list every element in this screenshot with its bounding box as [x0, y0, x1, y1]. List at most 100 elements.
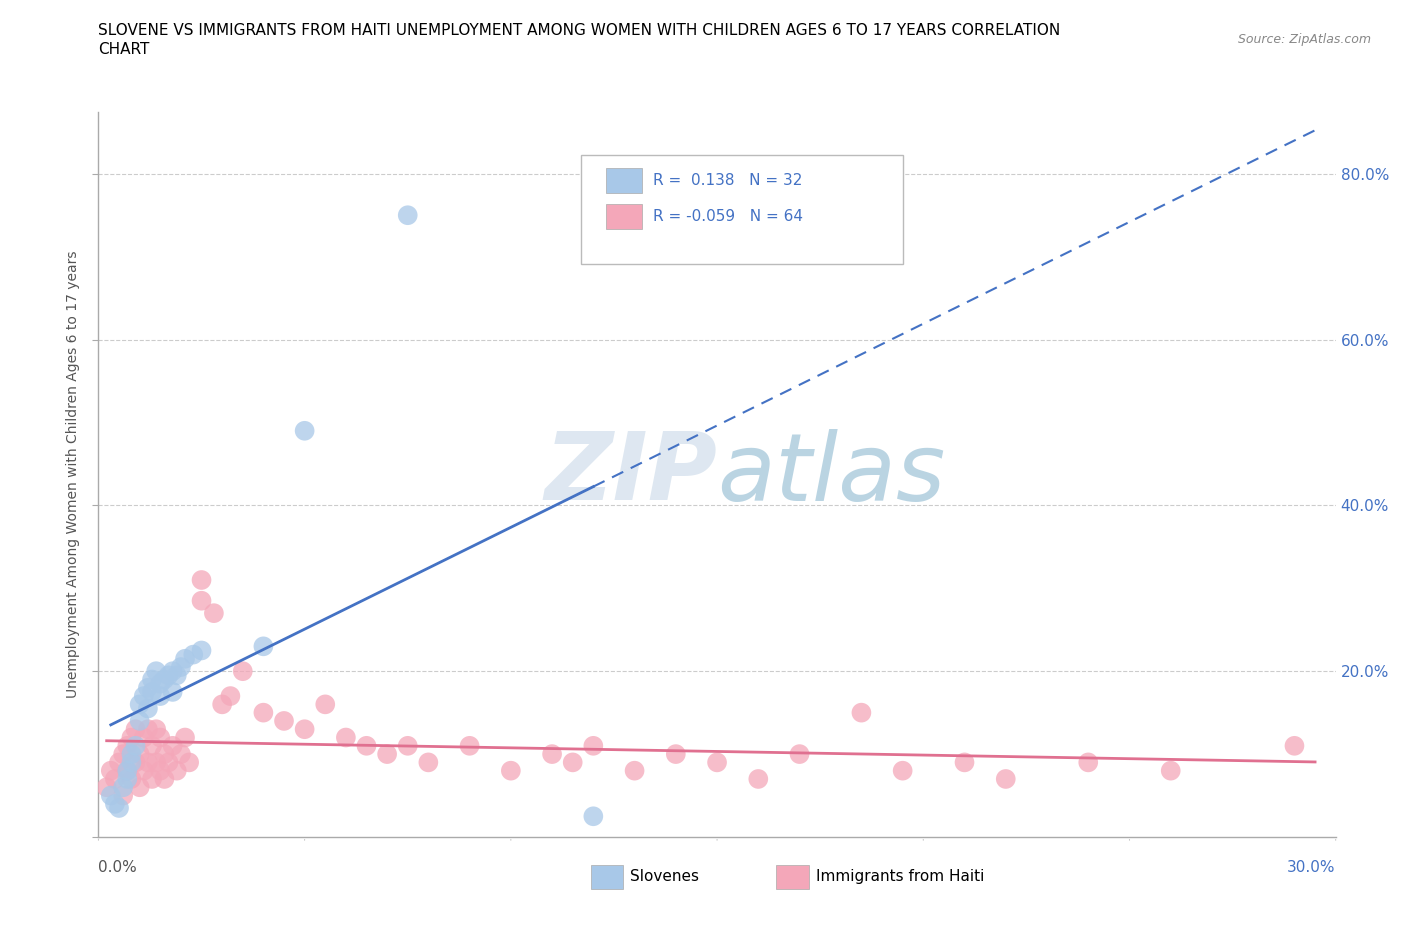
- Point: [149, 676, 172, 691]
- FancyBboxPatch shape: [591, 865, 623, 889]
- Point: [314, 697, 336, 711]
- Point: [1077, 755, 1099, 770]
- Point: [232, 664, 254, 679]
- Point: [174, 730, 197, 745]
- Point: [112, 747, 135, 762]
- Point: [252, 639, 274, 654]
- Point: [179, 755, 201, 770]
- Point: [132, 764, 155, 778]
- Point: [120, 747, 142, 762]
- Point: [851, 705, 873, 720]
- Text: 30.0%: 30.0%: [1288, 860, 1336, 875]
- Point: [136, 681, 159, 696]
- Point: [747, 772, 769, 787]
- Point: [994, 772, 1017, 787]
- Point: [120, 730, 142, 745]
- Point: [100, 764, 122, 778]
- Text: R =  0.138   N = 32: R = 0.138 N = 32: [652, 173, 801, 188]
- Text: 0.0%: 0.0%: [98, 860, 138, 875]
- Text: atlas: atlas: [717, 429, 945, 520]
- Point: [202, 605, 225, 620]
- Point: [541, 747, 564, 762]
- Text: R = -0.059   N = 64: R = -0.059 N = 64: [652, 209, 803, 224]
- Point: [157, 668, 180, 683]
- FancyBboxPatch shape: [606, 205, 641, 229]
- Point: [891, 764, 914, 778]
- Point: [112, 788, 135, 803]
- Point: [499, 764, 522, 778]
- Point: [136, 701, 159, 716]
- Point: [335, 730, 357, 745]
- Point: [561, 755, 583, 770]
- Point: [128, 713, 150, 728]
- Point: [145, 664, 167, 679]
- Text: Slovenes: Slovenes: [630, 870, 699, 884]
- Point: [141, 672, 163, 687]
- Text: ZIP: ZIP: [544, 429, 717, 520]
- Point: [396, 738, 419, 753]
- Point: [141, 738, 163, 753]
- Point: [100, 788, 122, 803]
- Point: [162, 664, 184, 679]
- Text: CHART: CHART: [98, 42, 150, 57]
- Point: [166, 764, 188, 778]
- Point: [128, 780, 150, 795]
- Point: [458, 738, 481, 753]
- Point: [706, 755, 728, 770]
- FancyBboxPatch shape: [776, 865, 808, 889]
- Point: [145, 755, 167, 770]
- FancyBboxPatch shape: [581, 155, 903, 264]
- Point: [219, 688, 242, 703]
- Point: [132, 730, 155, 745]
- Point: [665, 747, 688, 762]
- Point: [117, 764, 139, 778]
- Point: [128, 697, 150, 711]
- Point: [162, 684, 184, 699]
- Point: [174, 651, 197, 666]
- Point: [418, 755, 440, 770]
- Y-axis label: Unemployment Among Women with Children Ages 6 to 17 years: Unemployment Among Women with Children A…: [66, 250, 80, 698]
- Point: [356, 738, 378, 753]
- Point: [375, 747, 398, 762]
- Point: [153, 747, 176, 762]
- Point: [582, 738, 605, 753]
- Point: [145, 722, 167, 737]
- Point: [112, 780, 135, 795]
- Point: [190, 643, 212, 658]
- Point: [136, 722, 159, 737]
- Point: [149, 730, 172, 745]
- Point: [149, 688, 172, 703]
- Point: [1160, 764, 1182, 778]
- Point: [953, 755, 976, 770]
- Point: [273, 713, 295, 728]
- Point: [120, 755, 142, 770]
- Point: [128, 747, 150, 762]
- Point: [789, 747, 811, 762]
- Point: [211, 697, 233, 711]
- Point: [104, 796, 127, 811]
- Point: [104, 772, 127, 787]
- Point: [141, 772, 163, 787]
- Point: [132, 688, 155, 703]
- Point: [623, 764, 645, 778]
- Point: [170, 659, 193, 674]
- Point: [153, 672, 176, 687]
- Point: [252, 705, 274, 720]
- Text: Source: ZipAtlas.com: Source: ZipAtlas.com: [1237, 33, 1371, 46]
- Point: [157, 755, 180, 770]
- Text: SLOVENE VS IMMIGRANTS FROM HAITI UNEMPLOYMENT AMONG WOMEN WITH CHILDREN AGES 6 T: SLOVENE VS IMMIGRANTS FROM HAITI UNEMPLO…: [98, 23, 1060, 38]
- Point: [136, 755, 159, 770]
- Point: [108, 755, 131, 770]
- Point: [124, 755, 146, 770]
- Point: [120, 772, 142, 787]
- Text: Immigrants from Haiti: Immigrants from Haiti: [815, 870, 984, 884]
- Point: [166, 668, 188, 683]
- Point: [153, 772, 176, 787]
- Point: [190, 593, 212, 608]
- Point: [170, 747, 193, 762]
- FancyBboxPatch shape: [606, 168, 641, 193]
- Point: [162, 738, 184, 753]
- Point: [117, 764, 139, 778]
- Point: [117, 772, 139, 787]
- Point: [190, 573, 212, 588]
